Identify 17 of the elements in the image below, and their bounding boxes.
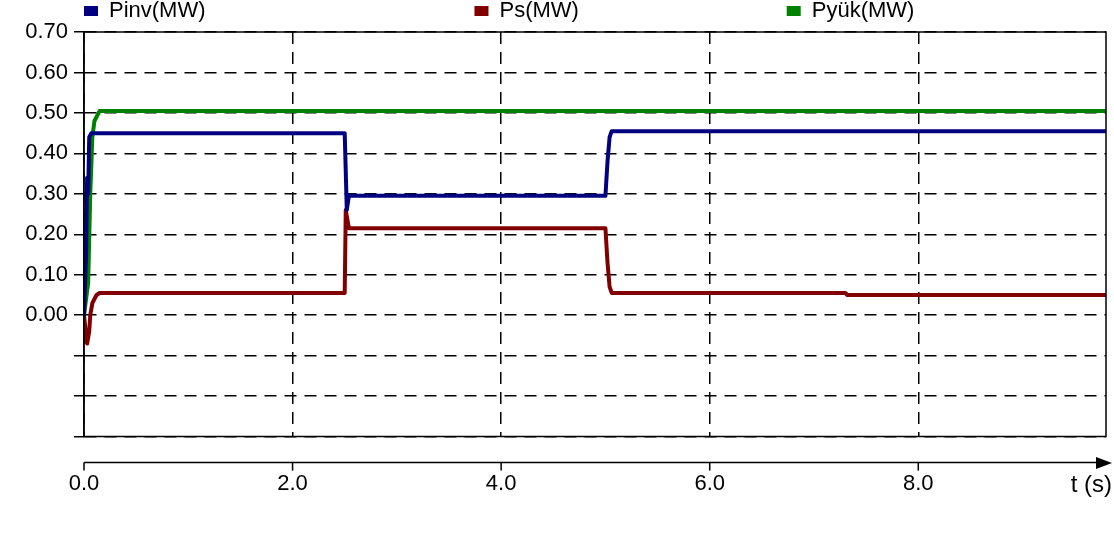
y-tick-label: 0.70 — [25, 18, 68, 44]
y-tick-label: 0.30 — [25, 179, 68, 205]
x-tick-label: 2.0 — [277, 469, 308, 495]
x-tick-label: 0.0 — [68, 469, 100, 495]
y-tick-label: 0.00 — [25, 301, 68, 327]
legend-label: Ps(MW) — [499, 0, 787, 23]
y-tick-label: 0.40 — [25, 139, 68, 165]
y-tick-label: 0.50 — [25, 98, 68, 124]
legend-label: Pyük(MW) — [811, 0, 915, 23]
x-axis-title: t (s) — [1070, 470, 1112, 498]
x-tick-label: 6.0 — [694, 469, 726, 495]
x-tick-label: 4.0 — [485, 469, 517, 495]
y-tick-label: 0.60 — [25, 58, 68, 84]
legend-label: Pinv(MW) — [109, 0, 475, 23]
y-tick-label: 0.20 — [25, 220, 68, 246]
x-tick-label: 8.0 — [902, 469, 934, 495]
y-tick-label: 0.10 — [25, 260, 68, 286]
